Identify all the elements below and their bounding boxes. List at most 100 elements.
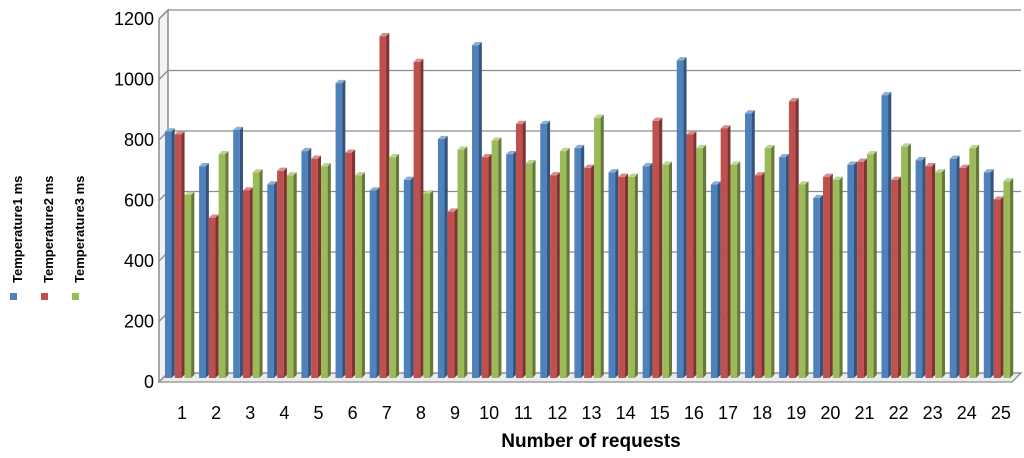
bar-front <box>267 184 274 378</box>
legend-label: Temperature3 ms <box>72 176 87 283</box>
bar-front <box>335 83 343 378</box>
legend-label: Temperature1 ms <box>10 176 25 283</box>
bar-front <box>696 148 703 378</box>
bar-top <box>321 163 331 167</box>
bar-series1-cat23 <box>915 157 926 378</box>
bar-series2-cat16 <box>686 131 697 378</box>
bar-side <box>556 172 560 378</box>
bar-series1-cat16 <box>676 57 687 379</box>
legend-item-series2: Temperature2 ms <box>41 176 56 300</box>
bar-series1-cat11 <box>506 150 516 378</box>
x-tick-label: 21 <box>854 403 874 423</box>
legend-label: Temperature2 ms <box>41 176 56 283</box>
gridline-side <box>158 70 169 80</box>
y-tick-label: 1200 <box>114 9 154 29</box>
bar-side <box>342 79 346 379</box>
bar-top <box>355 172 365 176</box>
bar-front <box>515 123 523 379</box>
bar-front <box>540 123 547 379</box>
bar-front <box>218 154 226 378</box>
legend-item-series3: Temperature3 ms <box>72 176 87 300</box>
bar-top <box>925 163 936 167</box>
x-tick-label: 8 <box>416 403 426 423</box>
bar-series2-cat17 <box>720 125 731 378</box>
bar-top <box>233 126 243 130</box>
bar-top <box>311 155 322 159</box>
x-tick-label: 2 <box>211 403 221 423</box>
bar-series2-cat21 <box>857 158 867 378</box>
bar-series3-cat10 <box>491 137 502 378</box>
x-tick-label: 6 <box>348 403 358 423</box>
bar-top <box>525 160 536 164</box>
x-tick-label: 24 <box>957 403 977 423</box>
x-tick-label: 16 <box>684 403 704 423</box>
bar-front <box>993 199 1001 378</box>
bar-top <box>389 153 400 158</box>
bar-series1-cat13 <box>574 144 585 378</box>
bar-side <box>805 181 809 378</box>
bar-top <box>550 172 560 176</box>
bar-top <box>584 164 594 168</box>
bar-series3-cat19 <box>798 181 809 378</box>
bar-series3-cat14 <box>628 173 638 378</box>
bar-series2-cat14 <box>618 173 629 378</box>
bar-front <box>233 129 240 378</box>
bar-series3-cat5 <box>321 163 331 378</box>
bar-series3-cat6 <box>355 172 365 378</box>
bar-side <box>215 214 219 378</box>
bar-top <box>901 143 911 147</box>
bar-front <box>369 190 377 378</box>
bar-side <box>829 173 833 378</box>
legend: Temperature1 ms Temperature2 ms Temperatur… <box>10 176 87 300</box>
x-tick-label: 13 <box>581 403 601 423</box>
bar-top <box>866 150 877 155</box>
bar-top <box>813 194 824 199</box>
bar-front <box>901 146 908 378</box>
bar-side <box>581 144 585 378</box>
bar-top <box>413 58 424 62</box>
bar-series1-cat12 <box>540 120 551 379</box>
bar-side <box>430 190 434 378</box>
y-tick-label: 400 <box>124 251 154 271</box>
bar-front <box>969 148 976 378</box>
bar-side <box>293 172 297 378</box>
bar-front <box>662 164 669 378</box>
bar-top <box>847 161 858 165</box>
bar-top <box>959 164 970 168</box>
bar-side <box>191 191 195 378</box>
bar-side <box>546 120 551 378</box>
bar-front <box>277 170 284 378</box>
bar-top <box>642 163 653 167</box>
bar-front <box>345 152 352 378</box>
bar-side <box>888 91 892 379</box>
bar-side <box>273 181 278 378</box>
bar-series2-cat9 <box>447 208 458 378</box>
y-tick-label: 0 <box>144 372 154 392</box>
legend-swatch <box>10 293 17 300</box>
bar-top <box>243 187 253 191</box>
bar-side <box>795 98 799 378</box>
bar-front <box>915 160 923 378</box>
bar-series1-cat19 <box>779 153 789 378</box>
bar-front <box>321 166 328 378</box>
bar-side <box>308 147 312 378</box>
bar-side <box>727 125 731 378</box>
bar-side <box>897 176 902 378</box>
bar-front <box>286 175 294 378</box>
bar-side <box>171 128 175 378</box>
bar-top <box>286 172 297 176</box>
bar-front <box>628 176 635 378</box>
bar-front <box>925 166 932 378</box>
bar-front <box>949 158 957 378</box>
bar-side <box>717 181 721 378</box>
bar-series3-cat12 <box>559 147 570 378</box>
bar-series3-cat18 <box>764 144 775 378</box>
bar-top <box>628 173 638 177</box>
bar-series3-cat7 <box>389 153 400 378</box>
bar-series3-cat16 <box>696 144 707 378</box>
bar-series1-cat7 <box>369 187 380 378</box>
x-tick-label: 10 <box>479 403 499 423</box>
bar-series1-cat2 <box>199 163 209 378</box>
bar-top <box>506 150 516 155</box>
